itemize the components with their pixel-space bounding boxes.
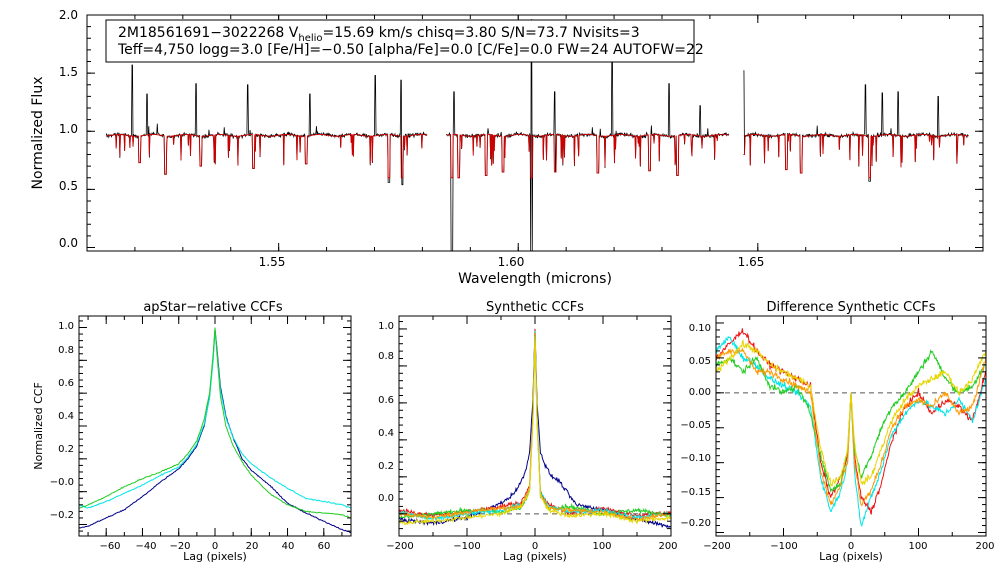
apstar-ccf-panel: apStar−relative CCFs −0.2 −0.0 0.2 0.4 0…: [32, 300, 352, 563]
ccf-series-navy: [398, 328, 672, 529]
y-tick-label: 1.0: [58, 321, 74, 332]
ccf-series-cyan: [398, 330, 672, 522]
y-tick-label: −0.2: [50, 510, 74, 521]
spectrum-frame: [86, 14, 984, 252]
x-axis-label: Lag (pixels): [819, 550, 883, 563]
x-tick-label: 100: [908, 541, 927, 552]
info-helio-sub: helio: [298, 33, 322, 44]
x-tick-label: −60: [99, 541, 120, 552]
info-box: 2M18561691−3022268 Vhelio=15.69 km/s chi…: [105, 19, 704, 63]
y-tick-label: 0.0: [378, 493, 394, 504]
y-tick-label: 0.00: [689, 387, 711, 398]
y-tick-label: 0.05: [689, 356, 711, 367]
spectrum-lines: [105, 19, 969, 252]
y-tick-label: 0.10: [689, 323, 711, 334]
info-line-1: 2M18561691−3022268 Vhelio=15.69 km/s chi…: [118, 25, 640, 44]
y-tick-label: 0.8: [378, 351, 394, 362]
panel-title: apStar−relative CCFs: [143, 300, 283, 315]
synthetic-ccf-lines: [398, 328, 672, 529]
x-tick-label: 20: [246, 541, 259, 552]
spectrum-panel: 2.0 1.5 1.0 0.5 0.0 1.55 1.60 1.65 Wavel…: [30, 8, 984, 287]
x-tick-label: −40: [135, 541, 156, 552]
y-axis-label: Normalized CCF: [32, 382, 45, 470]
y-tick-label: 0.2: [58, 444, 74, 455]
model-spectrum-line: [446, 133, 729, 179]
x-tick-label: −100: [770, 541, 797, 552]
y-tick-label: 1.5: [59, 65, 78, 79]
x-tick-label: 60: [318, 541, 331, 552]
ccf-series-cyan: [715, 335, 987, 528]
ccf-series-yellow: [715, 339, 987, 487]
y-tick-label: 0.2: [378, 461, 394, 472]
difference-ccf-panel: Difference Synthetic CCFs −0.20 −0.15 −0…: [680, 300, 994, 563]
x-tick-label: −20: [169, 541, 190, 552]
panel-title: Synthetic CCFs: [486, 300, 584, 315]
ccf-series-green: [398, 332, 672, 520]
ccf-series-navy: [78, 329, 352, 534]
x-axis-label: Lag (pixels): [183, 550, 247, 563]
y-tick-label: 2.0: [59, 8, 78, 22]
y-tick-label: 0.5: [59, 179, 78, 193]
ccf-series-orange: [398, 332, 672, 522]
y-tick-label: 0.4: [378, 428, 394, 439]
x-tick-label: 1.55: [259, 255, 286, 269]
y-tick-label: 0.6: [58, 378, 74, 389]
x-tick-label: 0: [532, 541, 538, 552]
y-tick-label: −0.0: [50, 477, 74, 488]
x-tick-label: 1.65: [738, 255, 765, 269]
x-tick-label: 0: [212, 541, 218, 552]
x-axis-label: Wavelength (microns): [458, 271, 612, 287]
difference-ccf-ticks: [715, 316, 987, 536]
y-tick-label: 0.0: [59, 236, 78, 250]
info-line-2: Teff=4,750 logg=3.0 [Fe/H]=−0.50 [alpha/…: [117, 42, 704, 58]
x-tick-label: 0: [848, 541, 854, 552]
y-axis-label: Normalized Flux: [30, 77, 46, 190]
synthetic-ccf-ticks: [398, 316, 672, 537]
ccf-series-red: [715, 328, 987, 515]
ccf-series-cyan: [78, 330, 352, 509]
observed-spectrum-line: [105, 64, 428, 186]
model-spectrum-line: [743, 133, 969, 179]
y-tick-label: 0.4: [58, 411, 74, 422]
x-tick-label: −200: [386, 541, 413, 552]
x-tick-label: 100: [592, 541, 611, 552]
x-axis-label: Lag (pixels): [503, 550, 567, 563]
observed-spectrum-line: [743, 70, 969, 182]
x-tick-label: 1.60: [498, 255, 525, 269]
y-tick-label: −0.10: [680, 453, 711, 464]
model-spectrum-line: [106, 133, 428, 179]
x-tick-label: −200: [703, 541, 730, 552]
y-tick-label: 1.0: [59, 122, 78, 136]
synthetic-ccf-panel: Synthetic CCFs 0.0 0.2 0.4 0.6 0.8 1.0 −…: [378, 300, 677, 563]
difference-ccf-lines: [715, 328, 987, 528]
ccf-series-yellow: [398, 336, 672, 526]
y-tick-label: −0.05: [680, 420, 711, 431]
x-tick-label: −100: [453, 541, 480, 552]
panel-title: Difference Synthetic CCFs: [766, 300, 935, 315]
info-star-id: 2M18561691−3022268 V: [118, 25, 299, 41]
apstar-ccf-frame: [78, 315, 352, 537]
ccf-series-green: [78, 327, 352, 519]
info-stats: =15.69 km/s chisq=3.80 S/N=73.7 Nvisits=…: [323, 25, 640, 41]
y-tick-label: −0.15: [680, 487, 711, 498]
y-tick-label: 1.0: [378, 321, 394, 332]
x-tick-label: 200: [658, 541, 677, 552]
y-tick-label: 0.8: [58, 345, 74, 356]
apstar-ccf-ticks: [79, 316, 351, 536]
x-tick-label: 200: [975, 541, 994, 552]
x-tick-label: 40: [282, 541, 295, 552]
apstar-ccf-lines: [78, 327, 352, 534]
y-tick-label: 0.6: [378, 395, 394, 406]
y-tick-label: −0.20: [680, 518, 711, 529]
